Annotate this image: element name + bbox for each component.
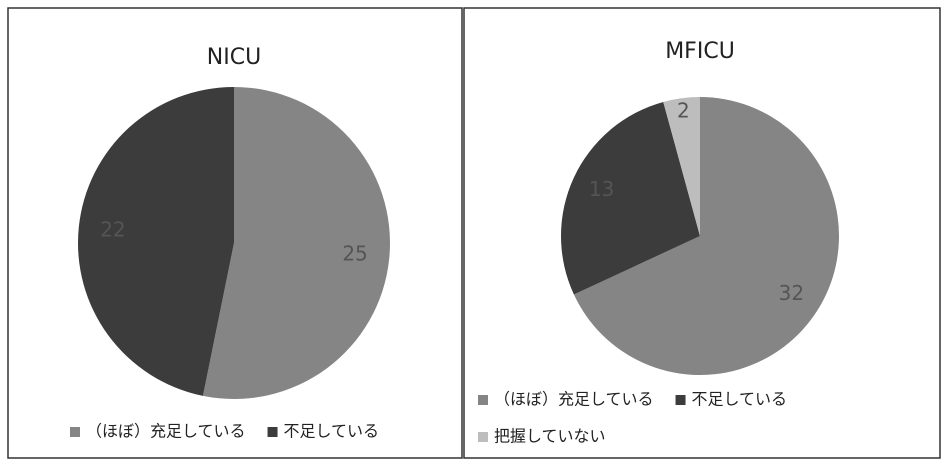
pie-slice (573, 97, 840, 375)
legend-label: （ほぼ）充足している (494, 390, 654, 409)
legend-label: 不足している (284, 422, 380, 441)
data-label: 32 (779, 281, 804, 305)
legend-swatch (478, 432, 488, 442)
data-label: 2 (677, 99, 690, 123)
legend-label: 不足している (692, 390, 788, 409)
data-label: 25 (342, 242, 367, 266)
legend-swatch (478, 395, 488, 405)
data-label: 13 (589, 177, 614, 201)
chart-title: MFICU (665, 39, 735, 64)
pie-slice (202, 87, 391, 400)
legend-swatch (675, 395, 686, 405)
pie-slice (561, 101, 700, 295)
data-label: 22 (100, 217, 125, 241)
legend-label: （ほぼ）充足している (86, 422, 246, 441)
legend-swatch (267, 427, 278, 437)
legend-label: 把握していない (494, 427, 606, 446)
pie-slice (78, 87, 234, 396)
legend-swatch (70, 427, 80, 437)
chart-title: NICU (207, 45, 261, 70)
pie-slice (663, 97, 700, 236)
